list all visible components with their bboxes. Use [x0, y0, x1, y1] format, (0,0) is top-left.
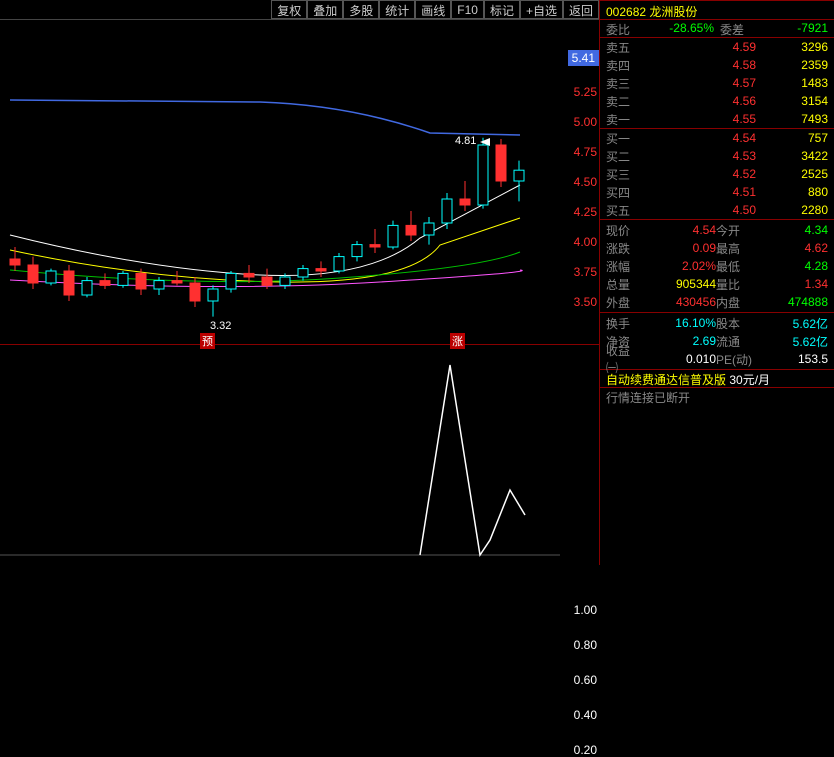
toolbar-叠加[interactable]: 叠加	[307, 0, 343, 19]
stock-header: 002682 龙洲股份	[600, 0, 834, 20]
orderbook-row[interactable]: 卖一4.557493	[600, 110, 834, 128]
stock-code[interactable]: 002682	[606, 5, 646, 19]
orderbook-row[interactable]: 买二4.533422	[600, 147, 834, 165]
chart-panel: 复权叠加多股统计画线F10标记+自选返回 5.255.004.754.504.2…	[0, 0, 600, 565]
order-book: 卖五4.593296卖四4.582359卖三4.571483卖二4.563154…	[600, 38, 834, 220]
toolbar-多股[interactable]: 多股	[343, 0, 379, 19]
orderbook-row[interactable]: 卖四4.582359	[600, 56, 834, 74]
indicator-chart[interactable]: 1.000.800.600.400.20	[0, 345, 599, 565]
toolbar-画线[interactable]: 画线	[415, 0, 451, 19]
stats-row: 涨跌0.09最高4.62	[600, 239, 834, 257]
orderbook-row[interactable]: 卖三4.571483	[600, 74, 834, 92]
toolbar-返回[interactable]: 返回	[563, 0, 599, 19]
toolbar-标记[interactable]: 标记	[484, 0, 520, 19]
stats-row: 换手16.10%股本5.62亿	[600, 314, 834, 332]
orderbook-row[interactable]: 卖二4.563154	[600, 92, 834, 110]
orderbook-row[interactable]: 买五4.502280	[600, 201, 834, 219]
chart-toolbar: 复权叠加多股统计画线F10标记+自选返回	[0, 0, 599, 20]
commission-diff: -7921	[774, 21, 828, 36]
stats-row: 涨幅2.02%最低4.28	[600, 257, 834, 275]
stats-row: 收益㈠0.010PE(动)153.5	[600, 350, 834, 368]
fundamental-stats: 换手16.10%股本5.62亿净资2.69流通5.62亿收益㈠0.010PE(动…	[600, 313, 834, 370]
toolbar-F10[interactable]: F10	[451, 0, 484, 19]
stock-name[interactable]: 龙洲股份	[649, 5, 697, 19]
candlestick-chart[interactable]: 5.255.004.754.504.254.003.753.50 5.41 4.…	[0, 20, 599, 345]
toolbar-+自选[interactable]: +自选	[520, 0, 563, 19]
commission-ratio: -28.65%	[660, 21, 714, 36]
toolbar-统计[interactable]: 统计	[379, 0, 415, 19]
commission-ratio-row: 委比 -28.65% 委差 -7921	[600, 20, 834, 38]
quote-panel: 002682 龙洲股份 委比 -28.65% 委差 -7921 卖五4.5932…	[600, 0, 834, 565]
stats-row: 现价4.54今开4.34	[600, 221, 834, 239]
orderbook-row[interactable]: 买三4.522525	[600, 165, 834, 183]
subscription-ad[interactable]: 自动续费通达信普及版 30元/月	[600, 370, 834, 388]
price-stats: 现价4.54今开4.34涨跌0.09最高4.62涨幅2.02%最低4.28总量9…	[600, 220, 834, 313]
stats-row: 外盘430456内盘474888	[600, 293, 834, 311]
toolbar-复权[interactable]: 复权	[271, 0, 307, 19]
orderbook-row[interactable]: 卖五4.593296	[600, 38, 834, 56]
current-price-tag: 5.41	[568, 50, 599, 66]
orderbook-row[interactable]: 买一4.54757	[600, 129, 834, 147]
orderbook-row[interactable]: 买四4.51880	[600, 183, 834, 201]
connection-status: 行情连接已断开	[600, 388, 834, 406]
stats-row: 总量905344量比1.34	[600, 275, 834, 293]
